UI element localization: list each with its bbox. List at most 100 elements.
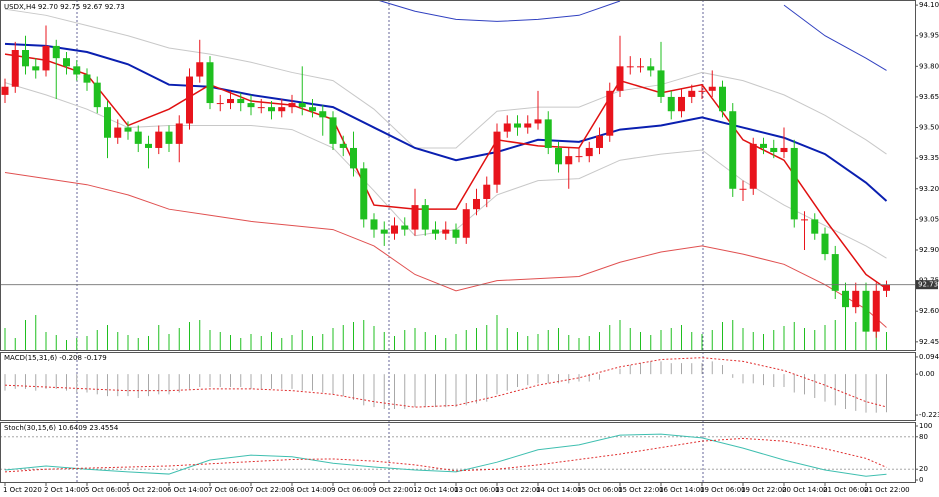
candle-body: [831, 254, 839, 291]
y-tick-label: 0.094: [919, 353, 939, 361]
candle-body: [514, 123, 521, 128]
candle-body: [83, 74, 91, 83]
y-tick-label: 100: [919, 422, 932, 430]
x-tick-label: 5 Oct 06:00: [85, 486, 126, 494]
y-tick-label: 92.90: [919, 246, 939, 254]
candle-body: [401, 225, 409, 230]
y-tick-label: 93.20: [919, 185, 939, 193]
candle-body: [647, 66, 655, 71]
candle-body: [298, 103, 306, 108]
candle-body: [350, 147, 357, 169]
candle-body: [708, 86, 716, 91]
panel: [0, 433, 915, 477]
candle-body: [432, 229, 439, 234]
candle-body: [883, 284, 890, 291]
x-tick-label: 13 Oct 06:00: [454, 486, 500, 494]
candle-body: [145, 143, 152, 148]
candle-body: [534, 119, 542, 124]
candle-body: [329, 117, 337, 144]
x-tick-label: 15 Oct 22:00: [618, 486, 664, 494]
candle-body: [155, 131, 163, 148]
candle-body: [596, 135, 603, 148]
candle-body: [104, 107, 111, 138]
indicator-line: [4, 433, 887, 477]
x-tick-label: 16 Oct 14:00: [659, 486, 705, 494]
candle-body: [268, 107, 275, 112]
candle-body: [862, 290, 870, 332]
macd-title: MACD(15,31,6) -0.208 -0.179: [4, 354, 107, 362]
y-tick-label: 93.65: [919, 93, 939, 101]
indicator-line: [4, 42, 888, 202]
candle-body: [821, 233, 829, 255]
candle-body: [370, 219, 378, 230]
candle-body: [421, 205, 429, 230]
candle-body: [667, 96, 675, 112]
candle-body: [616, 66, 624, 91]
x-tick-label: 21 Oct 22:00: [864, 486, 910, 494]
candle-body: [247, 103, 255, 108]
candle-body: [770, 147, 778, 153]
x-tick-label: 21 Oct 06:00: [823, 486, 869, 494]
candle-body: [801, 219, 808, 221]
y-tick-label: -0.223: [919, 411, 939, 419]
y-tick-label: 93.95: [919, 32, 939, 40]
candle-body: [93, 82, 101, 108]
candle-body: [186, 76, 193, 124]
candle-body: [524, 123, 532, 128]
candle-body: [852, 290, 860, 308]
x-tick-label: 9 Oct 06:00: [331, 486, 372, 494]
y-tick-label: 93.50: [919, 124, 939, 132]
candle-body: [1, 86, 9, 95]
candle-body: [360, 168, 368, 220]
candle-body: [288, 103, 296, 108]
y-tick-label: 92.60: [919, 307, 939, 315]
y-tick-label: 93.80: [919, 62, 939, 70]
candle-body: [872, 290, 880, 332]
candle-body: [842, 290, 849, 308]
candle-body: [165, 131, 173, 144]
y-tick-label: 0: [919, 476, 923, 484]
candle-body: [626, 66, 634, 68]
x-tick-label: 19 Oct 22:00: [741, 486, 787, 494]
candle-body: [719, 86, 726, 112]
candle-body: [493, 131, 501, 185]
x-tick-label: 7 Oct 06:00: [208, 486, 249, 494]
panel: [1, 0, 890, 350]
candle-body: [606, 90, 614, 136]
y-tick-label: 0.00: [919, 370, 935, 378]
candle-body: [411, 205, 419, 230]
candle-body: [227, 98, 234, 104]
candle-body: [749, 143, 757, 189]
candle-body: [237, 98, 245, 104]
candle-body: [391, 225, 398, 234]
indicator-line: [4, 8, 887, 155]
current-price-box: [916, 280, 938, 290]
candle-body: [462, 209, 470, 238]
candle-body: [452, 229, 460, 238]
main-title: USDX,H4 92.70 92.75 92.67 92.73: [4, 3, 125, 11]
x-tick-label: 13 Oct 22:00: [495, 486, 541, 494]
y-tick-label: 93.35: [919, 154, 939, 162]
current-price-label: 92.73: [918, 281, 938, 289]
candle-body: [32, 66, 40, 71]
candle-body: [790, 147, 798, 220]
candle-body: [739, 188, 747, 190]
candle-body: [339, 143, 347, 148]
candle-body: [698, 90, 706, 92]
y-tick-label: 20: [919, 465, 928, 473]
candle-body: [206, 62, 214, 104]
candle-body: [585, 147, 593, 157]
candle-body: [52, 45, 60, 59]
panel: [4, 357, 887, 413]
candle-body: [63, 58, 70, 67]
candle-body: [760, 143, 767, 148]
candle-body: [257, 107, 265, 109]
y-tick-label: 94.10: [919, 1, 939, 9]
x-tick-label: 12 Oct 14:00: [413, 486, 459, 494]
y-tick-label: 93.05: [919, 215, 939, 223]
candle-body: [483, 184, 491, 199]
x-tick-label: 14 Oct 14:00: [536, 486, 582, 494]
candle-body: [811, 219, 819, 234]
candle-body: [637, 66, 644, 68]
